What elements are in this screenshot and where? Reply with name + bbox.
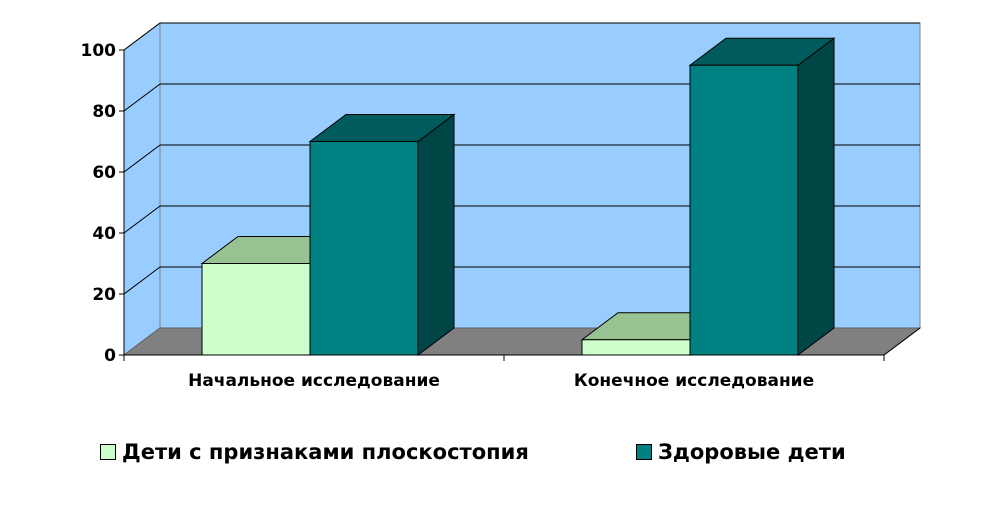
axes (119, 49, 921, 361)
legend-item-series-1: Дети с признаками плоскостопия (100, 440, 529, 464)
legend: Дети с признаками плоскостопия Здоровые … (0, 440, 987, 476)
y-tick-label-60: 60 (92, 163, 116, 183)
bar-front (201, 263, 311, 356)
bars (200, 37, 836, 356)
legend-swatch-series-1 (100, 444, 116, 460)
bar-front (581, 339, 691, 356)
category-label-1: Конечное исследование (574, 371, 814, 391)
legend-item-series-2: Здоровые дети (636, 440, 846, 464)
bar-front (309, 141, 419, 356)
y-tick-label-80: 80 (92, 102, 116, 122)
category-label-0: Начальное исследование (188, 371, 440, 391)
bar-front (689, 64, 799, 356)
gridline-side (123, 266, 161, 295)
y-tick-labels: 0 20 40 60 80 100 (81, 41, 117, 366)
y-tick-label-40: 40 (92, 224, 116, 244)
floor-edge (883, 327, 921, 356)
bar-0-1 (308, 113, 456, 356)
gridline-side (123, 205, 161, 234)
legend-label-series-2: Здоровые дети (658, 440, 846, 464)
bar-side (417, 113, 455, 356)
side-wall (123, 22, 161, 356)
bar-1-1 (688, 37, 836, 356)
x-category-labels: Начальное исследование Конечное исследова… (188, 371, 814, 391)
gridline-side (123, 83, 161, 112)
gridline-side (123, 22, 161, 51)
y-tick-label-100: 100 (81, 41, 117, 61)
legend-swatch-series-2 (636, 444, 652, 460)
legend-label-series-1: Дети с признаками плоскостопия (122, 440, 529, 464)
bar-side (797, 37, 835, 356)
y-tick-label-0: 0 (104, 346, 116, 366)
gridline-side (123, 144, 161, 173)
y-tick-label-20: 20 (92, 285, 116, 305)
